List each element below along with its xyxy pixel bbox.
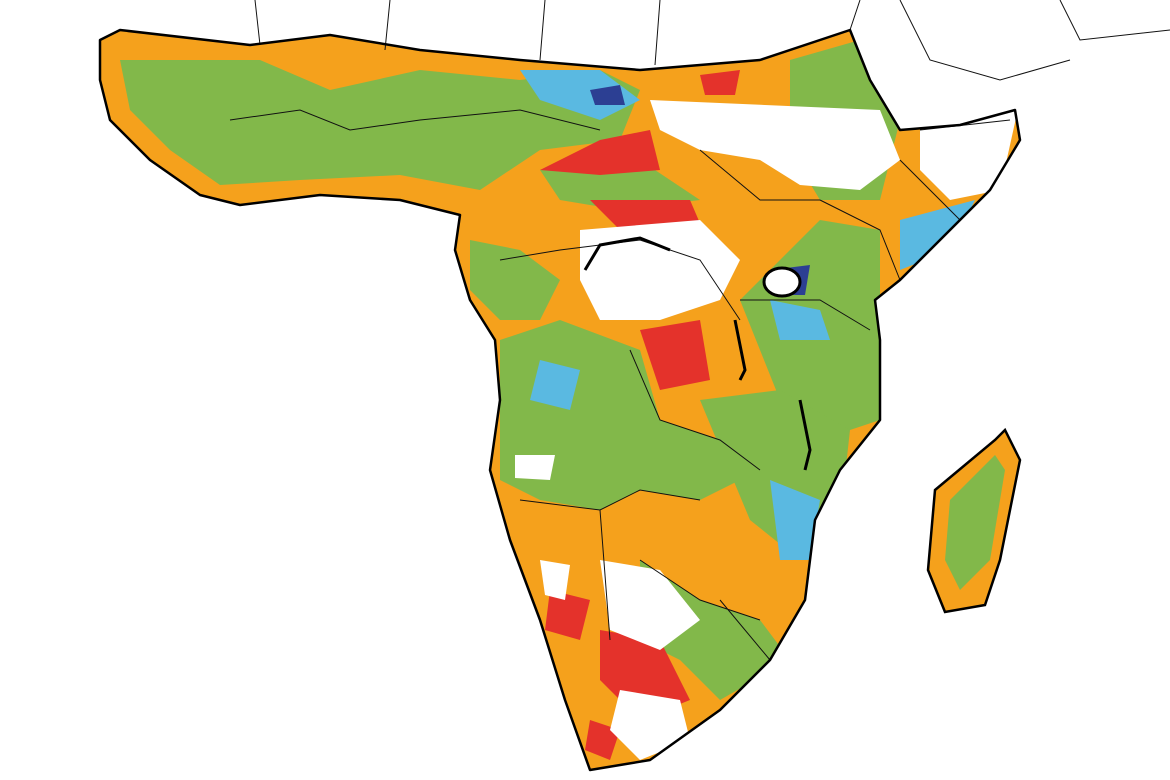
- madagascar-interior: [945, 455, 1005, 590]
- lakes: [583, 236, 812, 471]
- coastline: [98, 28, 1022, 772]
